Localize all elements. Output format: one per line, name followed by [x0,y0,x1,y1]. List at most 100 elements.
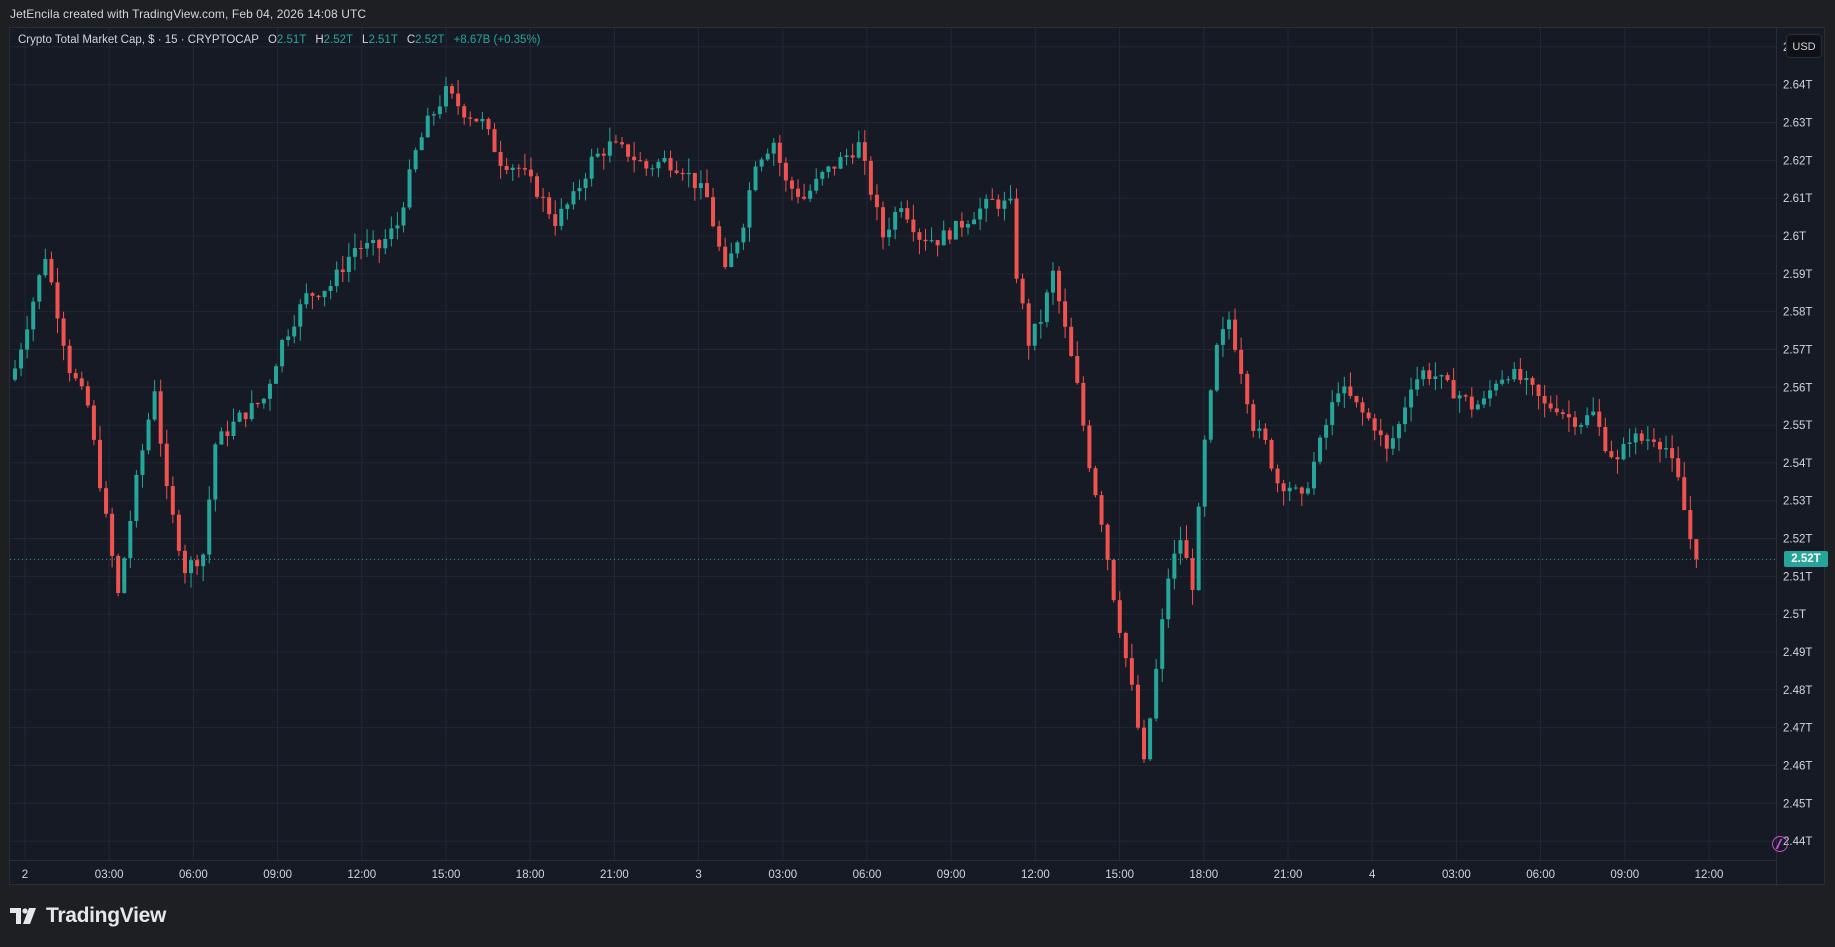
candle-body [1330,402,1335,425]
candle [1530,376,1535,396]
candle-body [352,247,357,257]
candle [923,228,928,251]
candle [1293,484,1298,490]
candle [1518,357,1523,385]
candle-body [195,560,200,567]
candle-body [759,159,764,167]
candle [1245,370,1250,414]
candle-body [808,190,813,199]
candle-body [1057,270,1062,302]
candle-body [789,180,794,189]
candle-body [1621,443,1626,460]
candle-body [1111,559,1116,601]
time-axis[interactable]: 2 03:00 06:00 09:00 12:00 15:00 18:00 21:00 3 03:… [10,860,1804,886]
candle-body [844,155,849,157]
candle-body [753,166,758,191]
candle-body [1645,439,1650,441]
candle [395,212,400,240]
candle [1075,341,1080,385]
price-tick-label: 2.59T [1783,269,1812,281]
candle [91,400,96,446]
candle-body [1044,292,1049,323]
candle-body [1324,424,1329,438]
candle [104,481,109,518]
candle [1117,591,1122,638]
candle-body [1633,433,1638,443]
candle-body [553,214,558,227]
candle [711,187,716,228]
candle-body [1627,442,1632,444]
candle [1500,370,1505,386]
time-tick-label: 09:00 [1610,869,1639,881]
candle [1427,362,1432,386]
candle [31,297,36,342]
price-axis-ticks: 2.65T2.64T2.63T2.62T2.61T2.6T2.59T2.58T2… [1783,42,1812,848]
candle-body [674,170,679,173]
candle [1372,413,1377,441]
candle [601,147,606,170]
candle-body [984,198,989,209]
symbol-title[interactable]: Crypto Total Market Cap, $ · 15 · CRYPTO… [18,34,259,46]
candle-body [613,141,618,143]
candle-body [407,169,412,208]
candle [13,360,17,382]
candle [796,179,801,204]
currency-button[interactable]: USD [1786,34,1822,58]
candle [334,261,339,293]
candle [1488,380,1493,407]
candle [1142,719,1147,764]
candle-body [704,183,709,198]
candle [1548,395,1553,412]
candle [97,425,102,492]
candle-body [626,144,631,157]
candle [881,201,886,250]
candle [274,363,279,384]
candle-body [1014,198,1019,279]
candle-body [1682,477,1687,511]
candle-body [620,142,624,145]
candle [492,123,497,153]
candle [1044,289,1049,328]
candle [868,156,873,201]
candle [1536,383,1541,410]
candle [1214,342,1219,393]
candle [959,212,964,237]
candle [1032,323,1037,351]
price-axis[interactable]: 2.65T2.64T2.63T2.62T2.61T2.6T2.59T2.58T2… [1776,28,1826,886]
candle [19,342,24,377]
candle-body [1560,412,1565,415]
candle [43,248,48,278]
candle [1390,426,1395,456]
candle [1572,411,1577,436]
candle-body [632,156,637,161]
candle [887,217,892,246]
candle [1542,385,1547,418]
last-price-badge: 2.52T [1784,551,1828,568]
candle [437,95,442,119]
candle-body [826,166,831,173]
candle [328,280,333,300]
chart-plot-area[interactable]: Crypto Total Market Cap, $ · 15 · CRYPTO… [10,28,1776,860]
time-tick-label: 06:00 [1526,869,1555,881]
candle [389,216,394,247]
candle-body [328,286,333,291]
candle-body [450,86,455,94]
candle-body [1318,437,1323,462]
candle [717,220,722,252]
candle [802,183,807,201]
candle-body [134,474,139,521]
bolt-icon[interactable] [1772,836,1788,852]
candle [1148,717,1153,762]
close-value: 2.52T [415,34,445,46]
candle-body [334,269,339,287]
candle-body [1160,619,1165,669]
candlestick-chart[interactable] [10,28,1776,860]
candle [365,229,370,257]
candle-body [140,450,145,475]
tradingview-brand[interactable]: TradingView [10,904,166,928]
candle [522,153,527,176]
candle [644,158,649,176]
candle-body [280,340,285,367]
time-tick-label: 18:00 [1189,869,1218,881]
candle [541,187,546,212]
